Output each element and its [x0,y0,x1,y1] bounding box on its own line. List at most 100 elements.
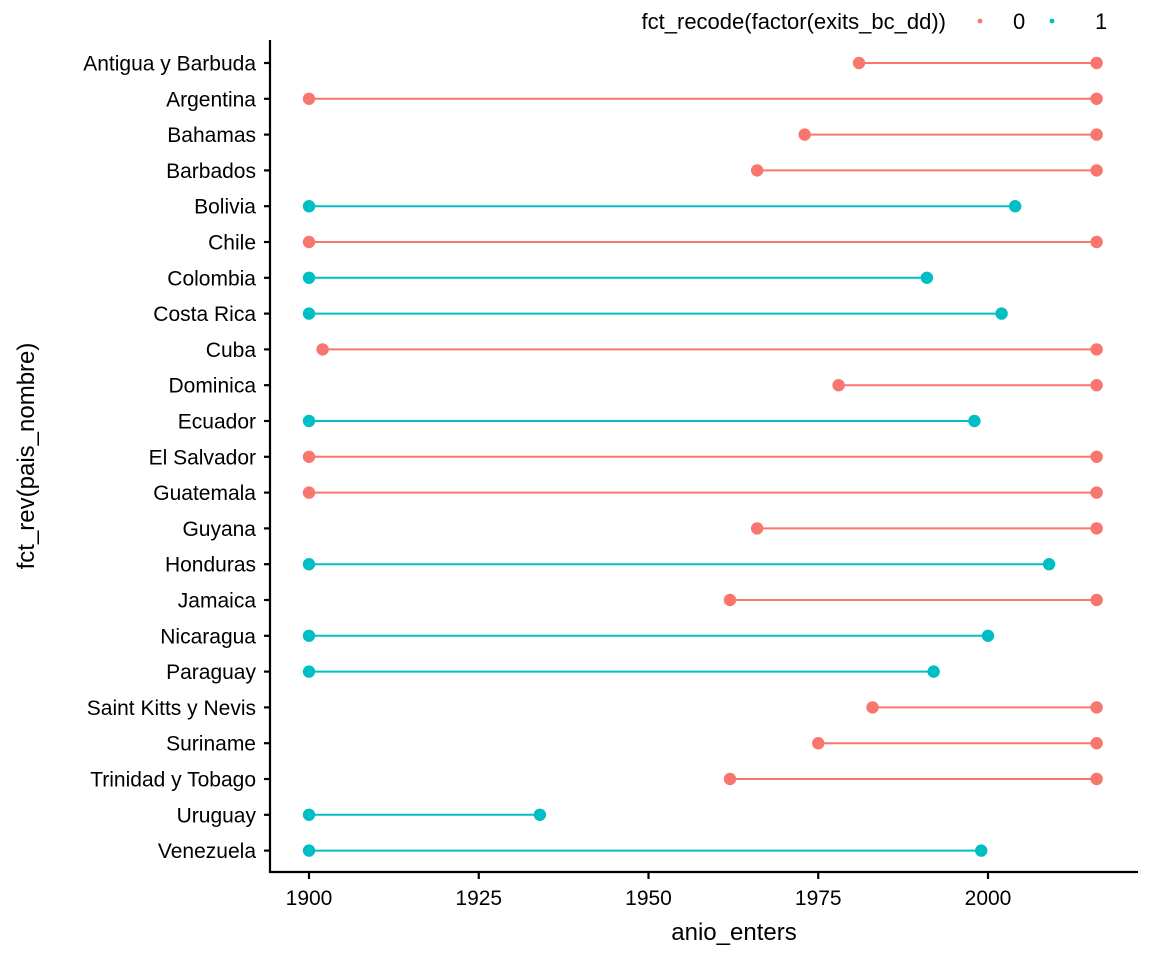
end-point [995,307,1008,320]
end-point [1090,701,1103,714]
legend-label: 0 [1013,9,1025,34]
y-tick-label: Guyana [182,518,256,541]
y-tick-label: Paraguay [166,661,256,684]
y-tick-label: Cuba [206,339,257,362]
x-tick-label: 1975 [795,887,842,910]
end-point [1090,56,1103,70]
start-point [316,343,329,356]
end-point [968,414,981,428]
dumbbell-row [302,629,995,642]
end-point [1090,737,1103,750]
dumbbell-row [302,92,1103,106]
end-point [975,844,988,857]
start-point [852,56,866,70]
dumbbell-row [302,200,1022,213]
start-point [302,844,316,857]
y-axis-ticks: Antigua y Barbuda Argentina Bahamas Barbado… [83,53,270,863]
start-point [302,200,316,213]
end-point [1090,522,1103,535]
dumbbell-row [302,271,934,284]
start-point [812,737,825,750]
x-tick-label: 2000 [965,887,1012,910]
y-tick-label: Dominica [168,375,256,398]
x-tick-label: 1950 [625,887,672,910]
start-point [723,593,737,607]
end-point [1090,450,1103,463]
y-tick-label: Chile [208,232,256,255]
end-point [920,271,934,284]
y-tick-label: Guatemala [153,482,256,505]
start-point [302,629,316,642]
legend-key [1049,18,1055,24]
start-point [302,92,316,106]
x-tick-label: 1900 [286,887,333,910]
plot-marks [302,56,1103,857]
end-point [927,665,940,678]
end-point [1008,200,1022,213]
end-point [1042,558,1056,571]
start-point [750,164,764,177]
start-point [832,379,845,392]
end-point [1090,486,1103,499]
x-axis-title: anio_enters [671,919,796,946]
y-tick-label: Costa Rica [153,303,256,326]
end-point [1090,343,1103,356]
y-tick-label: Ecuador [178,411,256,434]
start-point [723,772,737,786]
axes: Antigua y Barbuda Argentina Bahamas Barbado… [83,40,1138,910]
y-tick-label: Saint Kitts y Nevis [87,697,256,720]
dumbbell-row [812,737,1103,750]
y-tick-label: Uruguay [177,804,257,827]
dumbbell-row [302,558,1056,571]
legend-title: fct_recode(factor(exits_bc_dd)) [642,9,946,34]
start-point [302,808,316,821]
dumbbell-row [302,235,1103,249]
y-tick-label: Colombia [167,267,256,290]
start-point [302,486,316,499]
start-point [302,235,316,249]
start-point [302,307,316,320]
y-tick-label: Venezuela [158,840,256,863]
legend-label: 1 [1095,9,1107,34]
start-point [302,414,316,428]
y-tick-label: Trinidad y Tobago [90,769,256,792]
start-point [302,558,316,571]
start-point [798,128,811,141]
dumbbell-row [832,379,1103,392]
end-point [1090,379,1103,392]
y-tick-label: Barbados [166,160,256,183]
x-tick-label: 1925 [455,887,502,910]
x-axis-ticks: 1900 1925 1950 1975 2000 [286,872,1012,910]
dumbbell-row [852,56,1103,70]
end-point [1090,164,1103,177]
y-tick-label: Argentina [166,88,256,111]
end-point [1090,593,1103,607]
y-axis-title: fct_rev(pais_nombre) [13,343,40,570]
dumbbell-row [302,486,1103,499]
y-tick-label: El Salvador [149,446,256,469]
legend-key [977,18,983,24]
y-tick-label: Antigua y Barbuda [83,53,256,76]
start-point [302,665,316,678]
end-point [1090,92,1103,106]
dumbbell-row [723,772,1103,786]
y-tick-label: Nicaragua [160,625,256,648]
end-point [1090,128,1103,141]
dumbbell-row [302,808,547,821]
dumbbell-row [723,593,1103,607]
dumbbell-row [302,844,988,857]
y-tick-label: Honduras [165,554,256,577]
end-point [1090,235,1103,249]
end-point [981,629,995,642]
dumbbell-row [750,164,1103,177]
y-tick-label: Jamaica [178,590,257,613]
dumbbell-row [798,128,1103,141]
start-point [302,450,316,463]
start-point [750,522,764,535]
y-tick-label: Bolivia [194,196,256,219]
end-point [533,808,547,821]
dumbbell-row [302,665,940,678]
